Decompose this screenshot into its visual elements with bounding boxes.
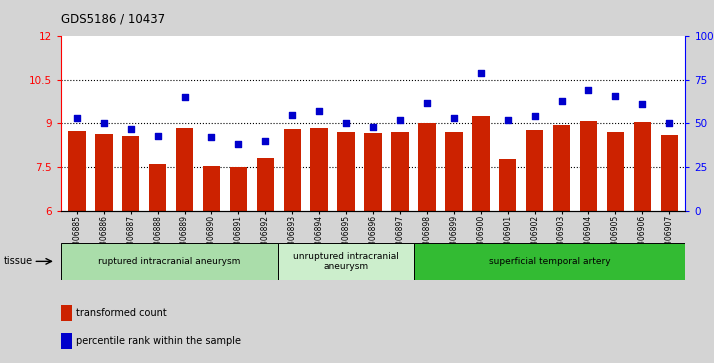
- Text: percentile rank within the sample: percentile rank within the sample: [76, 336, 241, 346]
- Text: superficial temporal artery: superficial temporal artery: [489, 257, 610, 266]
- Point: [583, 87, 594, 93]
- Text: transformed count: transformed count: [76, 308, 167, 318]
- Bar: [338, 131, 355, 211]
- Point: [341, 121, 352, 126]
- Bar: [633, 122, 651, 211]
- Point: [448, 115, 460, 121]
- Bar: [176, 128, 193, 211]
- Bar: [203, 166, 220, 211]
- Point: [367, 124, 378, 130]
- Text: unruptured intracranial
aneurysm: unruptured intracranial aneurysm: [293, 252, 399, 271]
- Point: [260, 138, 271, 144]
- Bar: [68, 131, 86, 211]
- Point: [637, 101, 648, 107]
- Bar: [256, 158, 274, 211]
- Bar: [418, 123, 436, 211]
- Bar: [283, 129, 301, 211]
- Point: [178, 94, 190, 100]
- Point: [98, 121, 109, 126]
- Point: [610, 93, 621, 98]
- Text: ruptured intracranial aneurysm: ruptured intracranial aneurysm: [98, 257, 241, 266]
- Bar: [311, 128, 328, 211]
- Point: [502, 117, 513, 123]
- Text: tissue: tissue: [4, 256, 33, 266]
- Point: [152, 133, 164, 139]
- Bar: [607, 131, 624, 211]
- Bar: [95, 134, 113, 211]
- Bar: [553, 125, 570, 211]
- Bar: [499, 159, 516, 211]
- Bar: [445, 132, 463, 211]
- Point: [529, 114, 540, 119]
- Bar: [391, 131, 408, 211]
- Point: [233, 142, 244, 147]
- Bar: [364, 133, 382, 211]
- Bar: [61, 243, 278, 280]
- Point: [556, 98, 568, 104]
- Point: [421, 99, 433, 105]
- Text: GDS5186 / 10437: GDS5186 / 10437: [61, 13, 165, 26]
- Point: [206, 134, 217, 140]
- Point: [394, 117, 406, 123]
- Point: [663, 121, 675, 126]
- Bar: [472, 116, 490, 211]
- Bar: [61, 333, 72, 349]
- Bar: [660, 135, 678, 211]
- Bar: [278, 243, 414, 280]
- Bar: [414, 243, 685, 280]
- Bar: [122, 136, 139, 211]
- Bar: [61, 305, 72, 321]
- Bar: [230, 167, 247, 211]
- Point: [475, 70, 486, 76]
- Point: [313, 108, 325, 114]
- Point: [286, 112, 298, 118]
- Bar: [580, 121, 597, 211]
- Point: [125, 126, 136, 131]
- Bar: [149, 164, 166, 211]
- Point: [71, 115, 83, 121]
- Bar: [526, 130, 543, 211]
